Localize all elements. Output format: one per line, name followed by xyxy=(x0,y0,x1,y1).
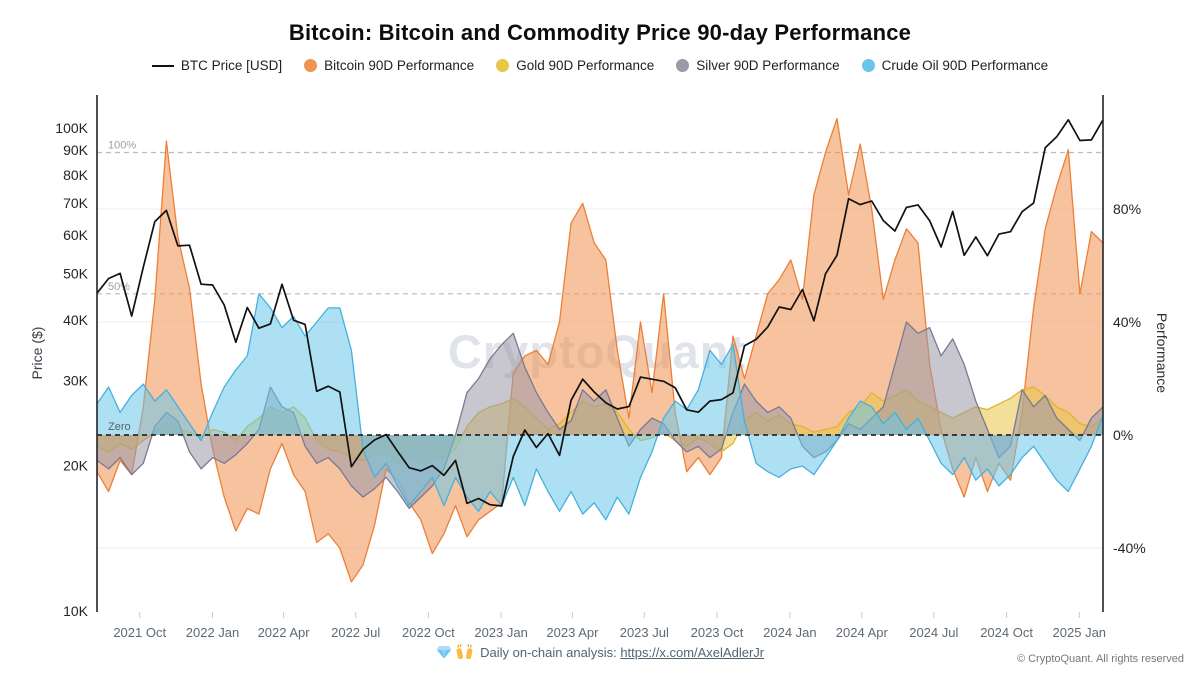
y-axis-title-performance: Performance xyxy=(1154,312,1170,394)
legend-label: BTC Price [USD] xyxy=(180,58,283,73)
price-tick-label: 70K xyxy=(63,195,89,211)
legend-item-1[interactable]: Bitcoin 90D Performance xyxy=(304,58,474,73)
price-tick-label: 10K xyxy=(63,603,89,619)
legend-label: Crude Oil 90D Performance xyxy=(881,58,1049,73)
area-series-2 xyxy=(97,322,1103,509)
x-tick-label: 2022 Jan xyxy=(186,625,240,640)
legend-item-2[interactable]: Gold 90D Performance xyxy=(496,58,654,73)
legend-dot-marker xyxy=(304,59,318,72)
price-tick-label: 40K xyxy=(63,312,89,328)
price-tick-label: 90K xyxy=(63,142,89,158)
x-tick-label: 2025 Jan xyxy=(1053,625,1107,640)
legend-item-4[interactable]: Crude Oil 90D Performance xyxy=(861,58,1049,73)
area-series-3 xyxy=(97,293,1103,520)
price-tick-label: 30K xyxy=(63,373,89,389)
x-tick-label: 2021 Oct xyxy=(113,625,166,640)
perf-tick-label: -40% xyxy=(1113,540,1146,556)
price-tick-label: 20K xyxy=(63,458,89,474)
perf-tick-label: 0% xyxy=(1113,427,1133,443)
raised-hands-icon xyxy=(456,644,472,660)
x-tick-label: 2023 Jan xyxy=(474,625,528,640)
footer-link[interactable]: https://x.com/AxelAdlerJr xyxy=(620,645,765,660)
y-axis-title-price: Price ($) xyxy=(29,326,45,380)
diamond-icon xyxy=(436,646,452,659)
legend-dot-marker xyxy=(861,59,875,72)
x-tick-label: 2024 Oct xyxy=(980,625,1033,640)
x-tick-label: 2023 Apr xyxy=(546,625,599,640)
perf-tick-label: 80% xyxy=(1113,201,1141,217)
x-tick-label: 2022 Apr xyxy=(258,625,311,640)
ref-line-label: 50% xyxy=(108,281,130,293)
footer-icons xyxy=(436,644,473,663)
price-tick-label: 80K xyxy=(63,167,89,183)
legend-dot-marker xyxy=(496,59,510,72)
x-tick-label: 2022 Jul xyxy=(331,625,380,640)
zero-line-label: Zero xyxy=(108,421,131,433)
ref-line-label: 100% xyxy=(108,140,136,152)
x-tick-label: 2022 Oct xyxy=(402,625,455,640)
btc-price-line xyxy=(96,118,1104,507)
legend-dot-marker xyxy=(676,59,690,72)
legend-label: Bitcoin 90D Performance xyxy=(324,58,475,73)
x-tick-label: 2024 Jan xyxy=(763,625,817,640)
price-tick-label: 100K xyxy=(55,120,88,136)
legend-item-0[interactable]: BTC Price [USD] xyxy=(151,58,283,73)
x-tick-label: 2023 Jul xyxy=(620,625,669,640)
legend-item-3[interactable]: Silver 90D Performance xyxy=(676,58,840,73)
x-tick-label: 2023 Oct xyxy=(691,625,744,640)
legend: BTC Price [USD] Bitcoin 90D Performance Go… xyxy=(0,58,1200,73)
x-tick-label: 2024 Apr xyxy=(836,625,889,640)
copyright-notice: © CryptoQuant. All rights reserved xyxy=(1016,653,1184,665)
x-tick-label: 2024 Jul xyxy=(909,625,958,640)
perf-tick-label: 40% xyxy=(1113,314,1141,330)
legend-label: Silver 90D Performance xyxy=(696,58,840,73)
price-tick-label: 60K xyxy=(63,227,89,243)
footer-text: Daily on-chain analysis: xyxy=(480,645,617,660)
footer-analysis: Daily on-chain analysis: https://x.com/A… xyxy=(0,644,1200,663)
legend-label: Gold 90D Performance xyxy=(516,58,655,73)
price-tick-label: 50K xyxy=(63,265,89,281)
area-series-border-3 xyxy=(96,293,1104,521)
chart-title: Bitcoin: Bitcoin and Commodity Price 90-… xyxy=(288,20,912,45)
legend-line-marker xyxy=(151,64,174,67)
